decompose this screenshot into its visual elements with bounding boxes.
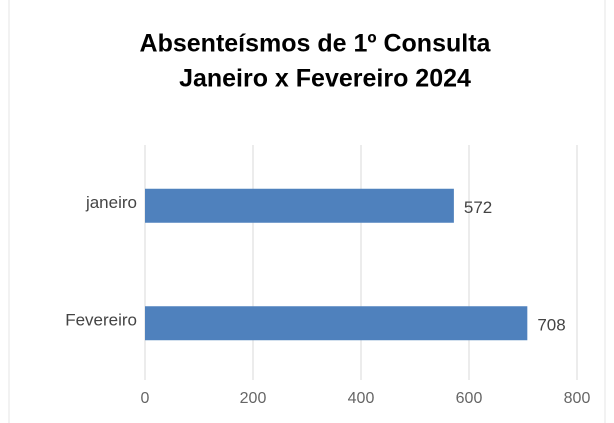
x-tick-label: 0 (141, 390, 150, 407)
x-tick-label: 600 (456, 390, 483, 407)
x-tick-label: 200 (240, 390, 267, 407)
y-tick-label: Fevereiro (65, 311, 137, 330)
x-tick-label: 800 (564, 390, 591, 407)
chart-title: Absenteísmos de 1º Consulta (140, 30, 492, 58)
x-tick-label: 400 (348, 390, 375, 407)
bar (145, 306, 528, 341)
chart-title: Janeiro x Fevereiro 2024 (179, 65, 471, 93)
bar (145, 188, 454, 223)
y-tick-label: janeiro (85, 193, 137, 212)
data-label: 572 (464, 198, 492, 217)
data-label: 708 (537, 316, 565, 335)
